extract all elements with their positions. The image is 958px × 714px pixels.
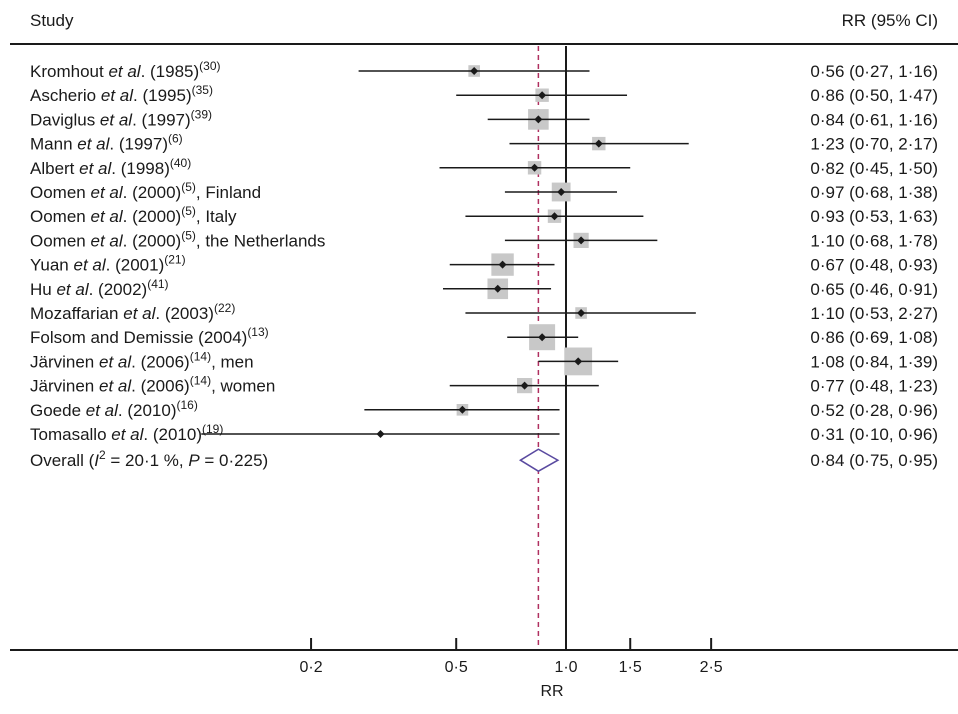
study-label: Mozaffarian et al. (2003)(22) (30, 301, 235, 323)
study-row: Järvinen et al. (2006)(14), women 0·77 (0… (30, 374, 938, 396)
ci-text: 1·10 (0·68, 1·78) (810, 231, 938, 250)
study-row: Yuan et al. (2001)(21) 0·67 (0·48, 0·93) (30, 253, 938, 276)
study-label: Goede et al. (2010)(16) (30, 398, 198, 420)
x-tick-label: 0·5 (445, 659, 468, 676)
point-estimate (574, 357, 583, 366)
point-estimate (458, 405, 467, 414)
study-label: Mann et al. (1997)(6) (30, 132, 183, 154)
point-estimate (538, 333, 547, 342)
study-row: Oomen et al. (2000)(5), Finland 0·97 (0·6… (30, 180, 938, 202)
x-tick-label: 1·5 (619, 659, 642, 676)
ci-text: 0·77 (0·48, 1·23) (810, 377, 938, 396)
study-label: Ascherio et al. (1995)(35) (30, 83, 213, 105)
ci-text: 0·86 (0·50, 1·47) (810, 86, 938, 105)
study-label: Albert et al. (1998)(40) (30, 156, 191, 178)
study-label: Hu et al. (2002)(41) (30, 277, 169, 299)
ci-text: 0·84 (0·61, 1·16) (810, 110, 938, 129)
ci-text: 1·08 (0·84, 1·39) (810, 352, 938, 371)
ci-text: 0·67 (0·48, 0·93) (810, 256, 938, 275)
ci-text: 0·56 (0·27, 1·16) (810, 62, 938, 81)
study-row: Daviglus et al. (1997)(39) 0·84 (0·61, 1·… (30, 107, 938, 130)
study-label: Folsom and Demissie (2004)(13) (30, 325, 269, 347)
study-label: Tomasallo et al. (2010)(19) (30, 422, 223, 444)
study-row: Folsom and Demissie (2004)(13) 0·86 (0·69… (30, 324, 938, 351)
study-row: Goede et al. (2010)(16) 0·52 (0·28, 0·96) (30, 398, 938, 420)
point-estimate (577, 236, 586, 245)
point-estimate (530, 163, 539, 172)
study-row: Oomen et al. (2000)(5), Italy 0·93 (0·53,… (30, 204, 938, 226)
study-label: Oomen et al. (2000)(5), Italy (30, 204, 237, 226)
ci-text: 1·10 (0·53, 2·27) (810, 304, 938, 323)
study-row: Mann et al. (1997)(6) 1·23 (0·70, 2·17) (30, 132, 938, 154)
study-row: Kromhout et al. (1985)(30) 0·56 (0·27, 1·… (30, 59, 938, 81)
point-estimate (493, 284, 502, 293)
study-row: Järvinen et al. (2006)(14), men 1·08 (0·8… (30, 347, 938, 376)
ci-text: 0·97 (0·68, 1·38) (810, 183, 938, 202)
point-estimate (534, 115, 543, 124)
study-row: Mozaffarian et al. (2003)(22) 1·10 (0·53,… (30, 301, 938, 323)
header-study: Study (30, 11, 74, 30)
ci-text: 0·93 (0·53, 1·63) (810, 207, 938, 226)
point-estimate (376, 430, 385, 438)
ci-text: 0·82 (0·45, 1·50) (810, 159, 938, 178)
x-tick-label: 0·2 (300, 659, 323, 676)
ci-text: 0·52 (0·28, 0·96) (810, 401, 938, 420)
study-label: Yuan et al. (2001)(21) (30, 253, 186, 275)
x-tick-label: 2·5 (700, 659, 723, 676)
point-estimate (594, 139, 603, 148)
point-estimate (498, 260, 507, 269)
point-estimate (538, 91, 547, 100)
study-row: Hu et al. (2002)(41) 0·65 (0·46, 0·91) (30, 277, 938, 300)
point-estimate (550, 212, 559, 221)
study-row: Albert et al. (1998)(40) 0·82 (0·45, 1·50… (30, 156, 938, 178)
overall-diamond (518, 448, 560, 473)
header-estimate: RR (95% CI) (842, 11, 938, 30)
study-label: Järvinen et al. (2006)(14), men (30, 349, 254, 371)
study-label: Oomen et al. (2000)(5), the Netherlands (30, 228, 325, 250)
point-estimate (557, 188, 566, 196)
ci-text: 0·86 (0·69, 1·08) (810, 328, 938, 347)
x-axis-label: RR (540, 683, 563, 700)
x-axis-ticks: 0·2 0·5 1·0 1·5 2·5 (300, 638, 723, 676)
overall-label: Overall (I2 = 20·1 %, P = 0·225) (30, 448, 268, 470)
overall-row: Overall (I2 = 20·1 %, P = 0·225) 0·84 (0·… (30, 448, 938, 473)
ci-text: 0·31 (0·10, 0·96) (810, 425, 938, 444)
study-label: Järvinen et al. (2006)(14), women (30, 374, 275, 396)
ci-text: 0·65 (0·46, 0·91) (810, 280, 938, 299)
point-estimate (577, 309, 586, 317)
study-row: Tomasallo et al. (2010)(19) 0·31 (0·10, 0… (30, 422, 938, 444)
study-label: Kromhout et al. (1985)(30) (30, 59, 221, 81)
point-estimate (470, 67, 479, 75)
overall-ci-text: 0·84 (0·75, 0·95) (810, 451, 938, 470)
ci-text: 1·23 (0·70, 2·17) (810, 135, 938, 154)
study-rows: Kromhout et al. (1985)(30) 0·56 (0·27, 1·… (30, 59, 938, 444)
point-estimate (520, 381, 529, 390)
study-row: Oomen et al. (2000)(5), the Netherlands 1… (30, 228, 938, 250)
study-label: Daviglus et al. (1997)(39) (30, 107, 212, 129)
study-row: Ascherio et al. (1995)(35) 0·86 (0·50, 1·… (30, 83, 938, 105)
study-label: Oomen et al. (2000)(5), Finland (30, 180, 261, 202)
x-tick-label: 1·0 (554, 659, 577, 676)
